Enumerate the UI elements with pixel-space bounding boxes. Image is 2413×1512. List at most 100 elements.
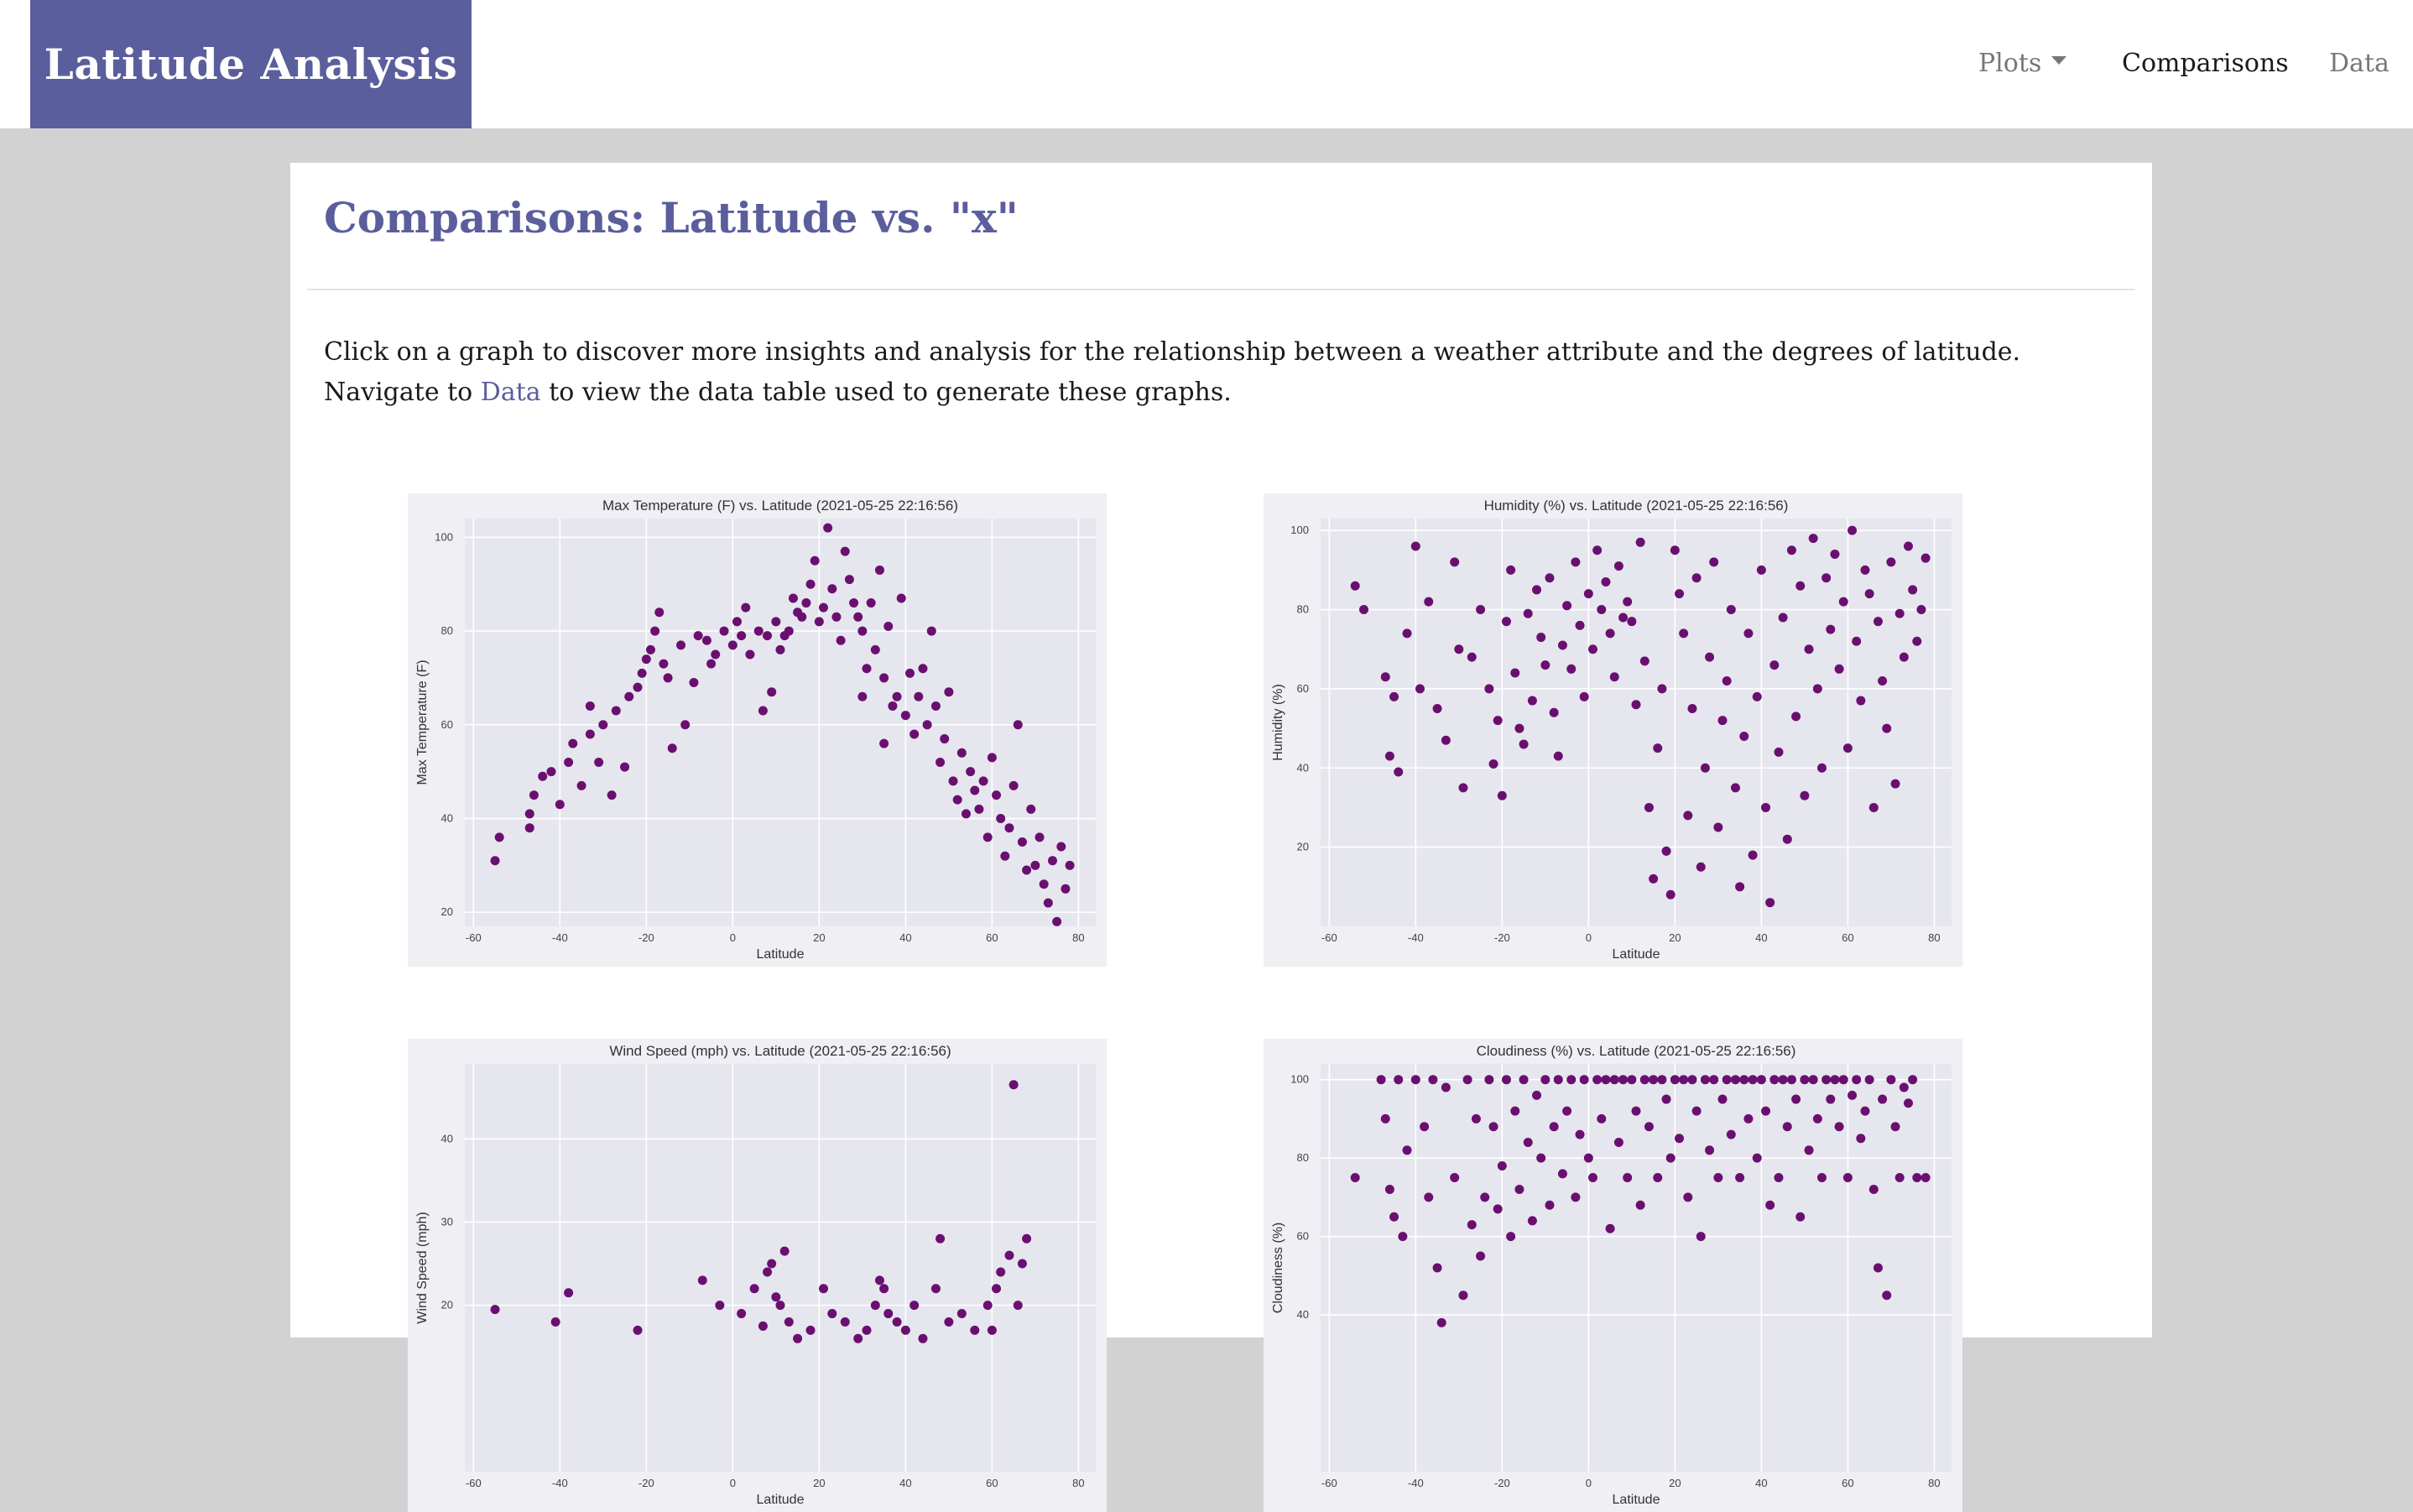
humidity-y-tick-label: 40 [1297, 761, 1309, 774]
wind-speed-data-point [862, 1325, 872, 1335]
humidity-data-point [1618, 613, 1629, 623]
cloudiness-data-point [1410, 1075, 1420, 1085]
temperature-data-point [1047, 856, 1057, 866]
cloudiness-y-axis-label: Cloudiness (%) [1271, 1223, 1285, 1313]
temperature-data-point [823, 523, 833, 533]
humidity-data-point [1782, 834, 1792, 844]
page-title: Comparisons: Latitude vs. "x" [324, 193, 1019, 242]
wind-speed-data-point [900, 1325, 910, 1335]
cloudiness-data-point [1601, 1075, 1611, 1085]
wind-speed-data-point [956, 1309, 967, 1319]
cloudiness-data-point [1830, 1075, 1840, 1085]
temperature-data-point [952, 795, 962, 805]
humidity-data-point [1739, 732, 1749, 742]
humidity-y-tick-label: 100 [1290, 524, 1309, 536]
wind-speed-data-point [749, 1284, 759, 1294]
cloudiness-data-point [1462, 1075, 1472, 1085]
cloudiness-y-tick-label: 60 [1297, 1230, 1309, 1243]
humidity-data-point [1523, 608, 1533, 618]
temperature-data-point [624, 691, 634, 701]
wind-speed-y-tick-label: 40 [441, 1132, 453, 1144]
cloudiness-data-point [1808, 1075, 1818, 1085]
wind-speed-x-tick-label: -40 [552, 1477, 568, 1489]
humidity-plot-area [1321, 519, 1952, 926]
temperature-data-point [922, 720, 932, 730]
cloudiness-data-point [1700, 1075, 1710, 1085]
temperature-data-point [926, 626, 936, 636]
humidity-data-point [1743, 628, 1754, 639]
humidity-data-point [1493, 716, 1503, 726]
humidity-data-point [1597, 605, 1607, 615]
cloudiness-data-point [1774, 1173, 1784, 1183]
wind-speed-data-point [779, 1246, 790, 1256]
wind-speed-x-tick-label: 0 [730, 1477, 736, 1489]
cloudiness-data-point [1557, 1169, 1567, 1179]
humidity-data-point [1705, 652, 1715, 662]
cloudiness-data-point [1804, 1145, 1814, 1155]
temperature-y-tick-label: 60 [441, 718, 453, 731]
humidity-data-point [1623, 597, 1633, 607]
temperature-data-point [1026, 804, 1036, 814]
temperature-data-point [1056, 842, 1066, 852]
cloudiness-data-point [1899, 1082, 1909, 1092]
cloudiness-data-point [1441, 1082, 1451, 1092]
nav-plots-dropdown[interactable]: Plots [1978, 49, 2067, 78]
humidity-data-point [1601, 576, 1611, 587]
cloudiness-plot[interactable]: Cloudiness (%) vs. Latitude (2021-05-25 … [1264, 1039, 1962, 1512]
wind-speed-y-tick-label: 20 [441, 1299, 453, 1311]
temperature-plot[interactable]: Max Temperature (F) vs. Latitude (2021-0… [408, 493, 1107, 967]
humidity-data-point [1816, 763, 1827, 773]
wind-speed-plot[interactable]: Wind Speed (mph) vs. Latitude (2021-05-2… [408, 1039, 1107, 1512]
humidity-data-point [1830, 549, 1840, 559]
humidity-data-point [1649, 873, 1659, 884]
temperature-data-point [1035, 832, 1045, 842]
wind-speed-data-point [870, 1301, 880, 1311]
humidity-data-point [1613, 561, 1623, 571]
wind-speed-data-point [883, 1309, 894, 1319]
nav-data-link[interactable]: Data [2329, 49, 2390, 78]
intro-data-link[interactable]: Data [480, 378, 541, 407]
cloudiness-data-point [1812, 1113, 1822, 1124]
nav-comparisons-link[interactable]: Comparisons [2122, 49, 2289, 78]
brand-link[interactable]: Latitude Analysis [30, 0, 472, 128]
humidity-data-point [1415, 684, 1425, 694]
humidity-data-point [1653, 743, 1663, 753]
cloudiness-data-point [1627, 1075, 1637, 1085]
cloudiness-data-point [1683, 1192, 1693, 1202]
humidity-data-point [1540, 660, 1550, 670]
cloudiness-data-point [1493, 1204, 1503, 1214]
humidity-data-point [1912, 636, 1922, 646]
temperature-data-point [594, 757, 604, 767]
humidity-plot[interactable]: Humidity (%) vs. Latitude (2021-05-25 22… [1264, 493, 1962, 967]
wind-speed-data-point [840, 1316, 850, 1327]
cloudiness-data-point [1597, 1113, 1607, 1124]
temperature-data-point [810, 555, 820, 566]
humidity-data-point [1432, 703, 1442, 713]
cloudiness-data-point [1424, 1192, 1434, 1202]
wind-speed-data-point [775, 1301, 785, 1311]
temperature-data-point [633, 682, 643, 692]
cloudiness-data-point [1623, 1173, 1633, 1183]
temperature-data-point [900, 711, 910, 721]
humidity-data-point [1878, 675, 1888, 686]
humidity-data-point [1514, 723, 1524, 733]
humidity-data-point [1873, 617, 1883, 627]
temperature-data-point [853, 612, 863, 622]
cloudiness-data-point [1894, 1173, 1905, 1183]
temperature-plot-svg: Max Temperature (F) vs. Latitude (2021-0… [415, 498, 1096, 962]
humidity-data-point [1821, 573, 1832, 583]
cloudiness-data-point [1903, 1098, 1913, 1108]
temperature-data-point [996, 814, 1006, 824]
humidity-data-point [1587, 644, 1597, 654]
cloudiness-data-point [1644, 1122, 1654, 1132]
temperature-data-point [961, 809, 971, 819]
humidity-data-point [1592, 545, 1603, 555]
cloudiness-data-point [1510, 1106, 1520, 1116]
temperature-data-point [620, 762, 630, 772]
cloudiness-data-point [1605, 1223, 1615, 1233]
cloudiness-data-point [1912, 1173, 1922, 1183]
humidity-data-point [1791, 712, 1801, 722]
cloudiness-data-point [1575, 1129, 1585, 1139]
cloudiness-data-point [1756, 1075, 1766, 1085]
temperature-data-point [840, 546, 850, 556]
